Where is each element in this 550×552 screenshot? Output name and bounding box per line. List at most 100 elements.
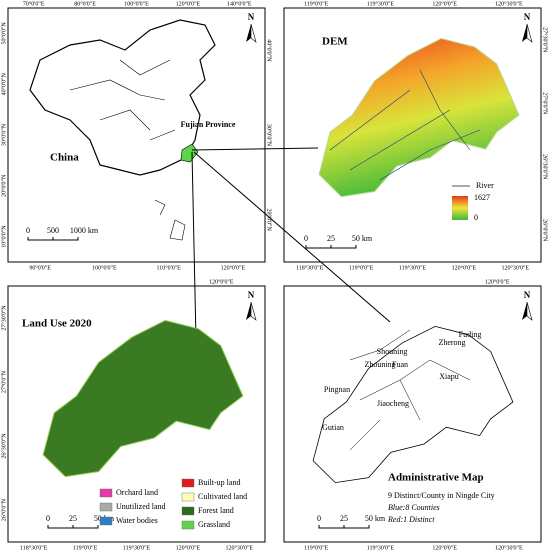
scale-label: 0	[46, 514, 50, 523]
note: Red:1 Distinct	[387, 515, 435, 524]
scale-bar	[305, 245, 357, 249]
tick-label: 30°0'0"N	[0, 123, 7, 146]
tick-label: 119°30'0"E	[367, 0, 395, 7]
panel-title: DEM	[322, 36, 348, 48]
tick-label: 120°30'0"E	[495, 544, 523, 551]
legend-label: Orchard land	[116, 488, 158, 497]
tick-label: 40°0'0"N	[0, 72, 7, 95]
legend-swatch	[181, 520, 195, 530]
panel-title: Administrative Map	[388, 472, 484, 484]
frame	[7, 285, 266, 543]
tick-label: 119°0'0"E	[304, 0, 329, 7]
north-arrow	[522, 302, 527, 320]
north-label: N	[524, 290, 531, 300]
county-label: Pingnan	[324, 385, 350, 394]
tick-label: 20°0'0"N	[266, 209, 273, 232]
north-label: N	[248, 290, 255, 300]
tick-label: 120°30'0"E	[225, 544, 253, 551]
tick-label: 119°0'0"E	[73, 544, 98, 551]
scale-label: 50 km	[365, 514, 386, 523]
legend-swatch	[99, 516, 113, 526]
county-label: Zhouning	[364, 360, 395, 369]
tick-label: 120°0'0"E	[221, 264, 246, 271]
county-label: Fuding	[459, 330, 482, 339]
county-label: Shouning	[377, 347, 408, 356]
north-label: N	[248, 12, 255, 22]
tick-label: 20°0'0"N	[0, 174, 7, 197]
tick-label: 118°30'0"E	[20, 544, 48, 551]
panel-title: Land Use 2020	[22, 318, 92, 330]
frame	[283, 285, 542, 543]
north-arrow	[250, 23, 257, 43]
panel-title: China	[50, 152, 79, 164]
tick-label: 100°0'0"E	[92, 264, 117, 271]
tick-label: 26°0'0"N	[0, 498, 7, 521]
legend-swatch	[181, 478, 195, 488]
tick-label: 27°30'0"N	[542, 27, 549, 53]
tick-label: 27°0'0"N	[0, 370, 7, 393]
scale-label: 25	[69, 514, 77, 523]
legend-swatch	[181, 506, 195, 516]
legend-label: Built-up land	[198, 478, 240, 487]
islands	[154, 199, 186, 241]
north-label: N	[524, 12, 531, 22]
tick-label: 27°0'0"N	[542, 92, 549, 115]
legend-label: Cultivated land	[198, 492, 247, 501]
north-arrow	[250, 301, 257, 321]
scale-label: 500	[47, 226, 59, 235]
legend-label: Unutilized land	[116, 502, 166, 511]
north-arrow	[522, 24, 527, 42]
scale-label: 25	[340, 514, 348, 523]
note: 9 Distinct/County in Ningde City	[388, 491, 495, 500]
tick-label: 119°30'0"E	[123, 544, 151, 551]
legend-label: Forest land	[198, 506, 234, 515]
tick-label: 80°0'0"E	[74, 0, 96, 7]
province-label: Fujian Province	[181, 120, 236, 129]
tick-label: 119°30'0"E	[367, 544, 395, 551]
scale-label: 50 km	[352, 234, 373, 243]
connector	[193, 151, 391, 323]
legend-label: River	[476, 181, 494, 190]
connector	[191, 151, 197, 341]
rivers	[329, 69, 481, 181]
tick-label: 120°0'0"E	[452, 264, 477, 271]
tick-label: 120°0'0"E	[209, 278, 234, 285]
county-borders	[349, 329, 471, 451]
tick-label: 120°0'0"E	[432, 0, 457, 7]
legend-label: 0	[474, 213, 478, 222]
tick-label: 27°30'0"N	[0, 305, 7, 331]
connector	[191, 147, 319, 151]
legend-swatch	[99, 488, 113, 498]
tick-label: 119°0'0"E	[304, 544, 329, 551]
legend-label: 1627	[474, 193, 490, 202]
north-arrow	[246, 24, 251, 42]
tick-label: 110°0'0"E	[156, 264, 181, 271]
scale-label: 0	[317, 514, 321, 523]
scale-label: 1000 km	[70, 226, 99, 235]
scale-bar	[27, 237, 79, 241]
tick-label: 120°0'0"E	[176, 0, 201, 7]
dem-surface	[318, 37, 520, 198]
frame	[7, 7, 266, 263]
tick-label: 70°0'0"E	[23, 0, 45, 7]
tick-label: 50°0'0"N	[0, 22, 7, 45]
china-outline	[29, 19, 216, 176]
county-label: Fuan	[392, 360, 408, 369]
north-arrow	[526, 301, 533, 321]
note: Blue:8 Counties	[388, 503, 440, 512]
tick-label: 118°30'0"E	[296, 264, 324, 271]
legend-swatch	[181, 492, 195, 502]
county-label: Gutian	[322, 423, 344, 432]
county-label: Xiapu	[439, 372, 459, 381]
tick-label: 120°0'0"E	[485, 278, 510, 285]
tick-label: 10°0'0"N	[0, 225, 7, 248]
legend-label: Water bodies	[116, 516, 158, 525]
tick-label: 120°30'0"E	[501, 264, 529, 271]
scale-label: 25	[327, 234, 335, 243]
county-label: Zherong	[438, 338, 465, 347]
tick-label: 120°0'0"E	[432, 544, 457, 551]
tick-label: 26°30'0"N	[542, 154, 549, 180]
frame	[283, 7, 542, 263]
tick-label: 100°0'0"E	[124, 0, 149, 7]
tick-label: 119°30'0"E	[399, 264, 427, 271]
